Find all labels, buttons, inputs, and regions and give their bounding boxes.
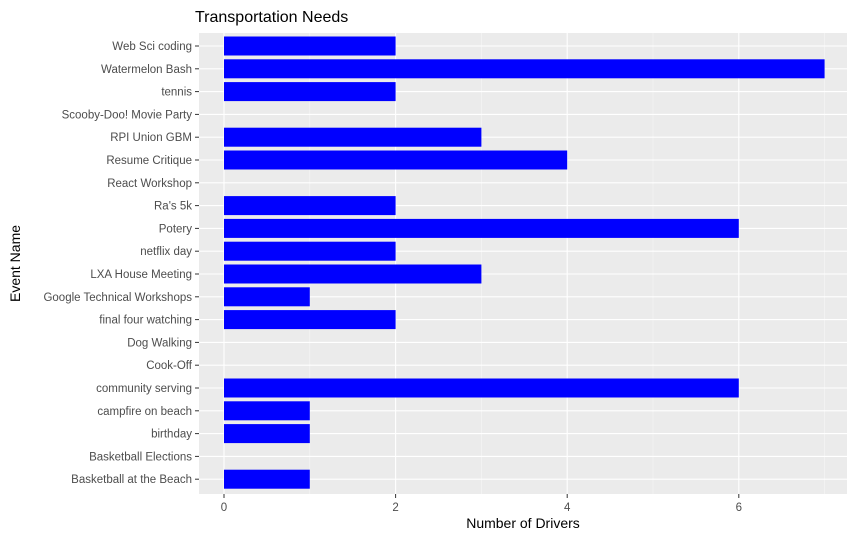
y-tick-label: tennis <box>161 87 192 99</box>
bar <box>224 127 482 147</box>
y-tick-label: community serving <box>96 383 192 395</box>
y-tick-label: final four watching <box>99 315 192 327</box>
y-axis: Web Sci coding Watermelon Bash tennis Scoob… <box>43 41 199 486</box>
bar <box>224 424 310 444</box>
bar <box>224 82 396 102</box>
bar <box>224 287 310 307</box>
y-tick-label: RPI Union GBM <box>110 132 192 144</box>
y-tick-label: Potery <box>159 223 192 235</box>
y-axis-title: Event Name <box>7 225 23 302</box>
y-tick-label: netflix day <box>140 246 192 258</box>
bar <box>224 469 310 489</box>
y-tick-label: Google Technical Workshops <box>43 292 192 304</box>
bar <box>224 196 396 216</box>
bar <box>224 241 396 261</box>
y-tick-label: Basketball at the Beach <box>71 474 192 486</box>
y-tick-label: React Workshop <box>107 178 192 190</box>
bars <box>224 36 825 489</box>
x-tick-label: 4 <box>564 502 571 514</box>
bar <box>224 36 396 56</box>
y-tick-label: Scooby-Doo! Movie Party <box>62 109 193 121</box>
x-axis-title: Number of Drivers <box>466 515 580 531</box>
bar <box>224 218 739 238</box>
y-tick-label: Web Sci coding <box>112 41 192 53</box>
y-tick-label: Ra's 5k <box>154 201 192 213</box>
bar <box>224 264 482 284</box>
y-tick-label: Cook-Off <box>146 360 193 372</box>
y-tick-label: Watermelon Bash <box>101 64 192 76</box>
y-tick-label: Resume Critique <box>106 155 192 167</box>
x-tick-label: 2 <box>392 502 398 514</box>
y-tick-label: Dog Walking <box>127 337 192 349</box>
y-tick-label: Basketball Elections <box>89 451 192 463</box>
y-tick-label: campfire on beach <box>97 406 192 418</box>
y-tick-label: LXA House Meeting <box>90 269 192 281</box>
x-tick-label: 0 <box>221 502 227 514</box>
bar <box>224 401 310 421</box>
bar <box>224 310 396 330</box>
bar <box>224 150 568 170</box>
y-tick-label: birthday <box>151 429 192 441</box>
bar <box>224 59 825 79</box>
bar <box>224 378 739 398</box>
chart-title: Transportation Needs <box>195 9 348 26</box>
x-axis: 0 2 4 6 <box>221 494 742 514</box>
x-tick-label: 6 <box>736 502 742 514</box>
